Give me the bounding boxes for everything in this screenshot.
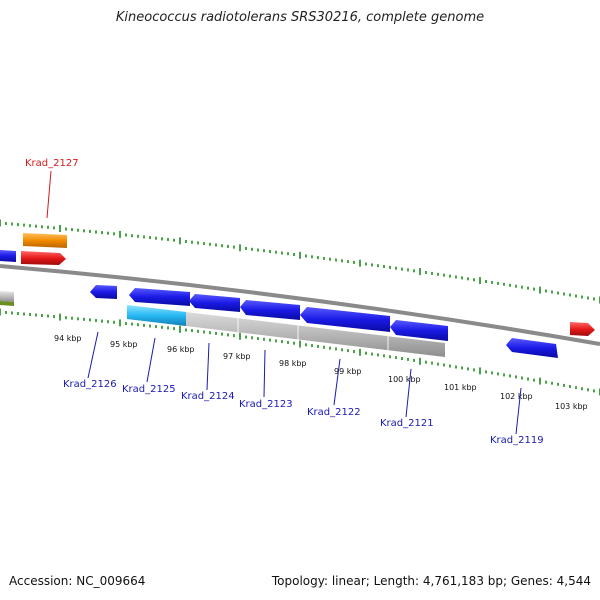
leader-krad-2125 xyxy=(146,337,156,383)
gene-label-krad-2121[interactable]: Krad_2121 xyxy=(380,418,434,429)
krad-2127-rna-feature[interactable] xyxy=(23,233,67,248)
genome-summary-text: Topology: linear; Length: 4,761,183 bp; … xyxy=(271,574,591,588)
gene-arrow-left-edge[interactable] xyxy=(0,250,16,262)
leader-krad-2126 xyxy=(87,331,99,379)
scale-label-96: 96 kbp xyxy=(167,345,195,354)
left-edge-green-feature[interactable] xyxy=(0,301,14,306)
scale-label-100: 100 kbp xyxy=(388,375,421,384)
krad-2125-highlight-feature[interactable] xyxy=(127,305,186,326)
accession-text: Accession: NC_009664 xyxy=(9,574,146,588)
scale-label-94: 94 kbp xyxy=(54,334,82,343)
gene-label-krad-2122[interactable]: Krad_2122 xyxy=(307,407,361,418)
leader-krad-2127 xyxy=(46,170,52,219)
leader-krad-2119 xyxy=(515,387,522,435)
leader-krad-2121 xyxy=(405,368,412,418)
scale-label-95: 95 kbp xyxy=(110,340,138,349)
krad-2122-gene-arrow[interactable] xyxy=(240,300,300,320)
krad-2124-gene-arrow[interactable] xyxy=(129,288,190,306)
scale-labels: 94 kbp 95 kbp 96 kbp 97 kbp 98 kbp 99 kb… xyxy=(54,334,588,411)
gene-label-krad-2125[interactable]: Krad_2125 xyxy=(122,384,176,395)
scale-label-97: 97 kbp xyxy=(223,352,251,361)
krad-2126-gene-arrow[interactable] xyxy=(90,285,117,299)
leader-krad-2124 xyxy=(206,342,210,391)
krad-2122b-gene-arrow[interactable] xyxy=(300,307,390,332)
scale-label-102: 102 kbp xyxy=(500,392,533,401)
krad-2119-gene-arrow[interactable] xyxy=(506,338,558,358)
scale-label-103: 103 kbp xyxy=(555,402,588,411)
gene-label-krad-2119[interactable]: Krad_2119 xyxy=(490,435,544,446)
leader-krad-2122 xyxy=(333,358,341,406)
gene-arrow-right-edge[interactable] xyxy=(570,322,595,336)
scale-label-98: 98 kbp xyxy=(279,359,307,368)
upper-strand-features xyxy=(21,233,595,336)
gene-label-krad-2124[interactable]: Krad_2124 xyxy=(181,391,235,402)
gene-label-krad-2126[interactable]: Krad_2126 xyxy=(63,379,117,390)
scale-label-99: 99 kbp xyxy=(334,367,362,376)
gene-label-krad-2127[interactable]: Krad_2127 xyxy=(25,158,79,169)
left-edge-grey-feature[interactable] xyxy=(0,291,14,302)
map-title: Kineococcus radiotolerans SRS30216, comp… xyxy=(115,10,485,25)
leader-krad-2123 xyxy=(263,349,266,398)
krad-2127-gene-arrow[interactable] xyxy=(21,251,66,265)
lower-strand-features xyxy=(0,250,558,358)
sequence-backbone xyxy=(0,264,600,346)
krad-2121-gene-arrow[interactable] xyxy=(390,320,448,341)
gene-label-leaders xyxy=(46,170,522,435)
krad-2123-gene-arrow[interactable] xyxy=(189,294,240,312)
gene-labels: Krad_2127 Krad_2126 Krad_2125 Krad_2124 … xyxy=(25,158,544,446)
scale-label-101: 101 kbp xyxy=(444,383,477,392)
pseudo-feature-track[interactable] xyxy=(127,305,445,357)
lower-tick-track xyxy=(0,308,600,396)
gene-label-krad-2123[interactable]: Krad_2123 xyxy=(239,399,293,410)
upper-tick-track xyxy=(0,219,600,304)
